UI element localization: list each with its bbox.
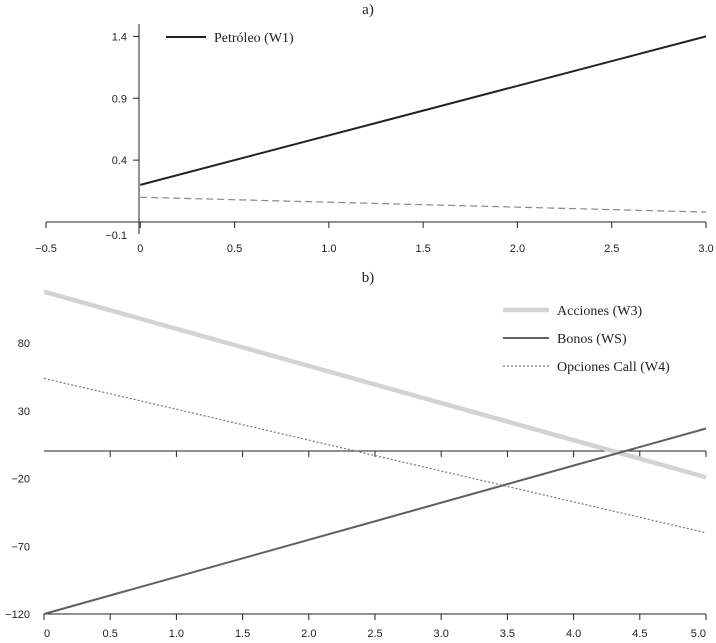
x-tick-label: 1.0: [169, 628, 184, 640]
x-tick-label: 1.0: [321, 243, 336, 255]
y-tick-label: 80: [18, 338, 30, 350]
x-tick-label: 0.5: [227, 243, 242, 255]
x-tick-label: 4.0: [566, 628, 581, 640]
panel-b-axes: 0 0.5 1.0 1.5 2.0 2.5 3.0 3.5 4.0 4.5 5.0 80 30 −20 −7…: [5, 338, 707, 640]
y-tick-label: 1.4: [112, 31, 127, 43]
panel-a-axes: −0.5 0 0.5 1.0 1.5 2.0 2.5 3.0 1.4 0.9 0.4 −0.1: [35, 24, 714, 255]
panel-b-legend: Acciones (W3) Bonos (WS) Opciones Call (W4…: [503, 304, 670, 375]
x-tick-label: 0: [137, 243, 143, 255]
x-tick-label: 1.5: [415, 243, 430, 255]
y-tick-label: 0.4: [112, 155, 127, 167]
x-tick-label: 3.0: [434, 628, 449, 640]
series-line-bonos: [43, 427, 707, 615]
panel-a-series: [140, 35, 707, 213]
x-tick-label: 3.0: [698, 243, 713, 255]
legend-label: Opciones Call (W4): [557, 360, 670, 375]
y-tick-label: 0.9: [112, 93, 127, 105]
series-line-dashed: [140, 196, 707, 213]
x-tick-label: 0.5: [103, 628, 118, 640]
x-tick-label: −0.5: [35, 243, 57, 255]
x-tick-label: 3.5: [500, 628, 515, 640]
series-line-petroleo: [140, 35, 707, 186]
legend-label: Acciones (W3): [557, 304, 642, 319]
x-tick-label: 2.5: [604, 243, 619, 255]
y-tick-label: −0.1: [105, 230, 127, 242]
series-line-opciones-call: [43, 377, 707, 534]
panel-b: b) 0 0.5 1.0 1.5 2.0 2.5 3.0 3.5 4.0 4.5 5.0 80 30 −2…: [5, 270, 707, 640]
y-tick-label: −120: [5, 609, 30, 621]
x-tick-label: 2.5: [367, 628, 382, 640]
x-tick-label: 5.0: [691, 628, 706, 640]
panel-a-legend: Petróleo (W1): [166, 31, 294, 46]
series-line-acciones: [43, 289, 707, 480]
y-tick-label: 30: [18, 406, 30, 418]
panel-b-series: [43, 289, 707, 615]
panel-a-label: a): [362, 2, 374, 18]
legend-label: Bonos (WS): [557, 332, 627, 347]
y-tick-label: −20: [11, 474, 30, 486]
y-tick-label: −70: [11, 541, 30, 553]
panel-b-label: b): [362, 270, 375, 286]
legend-label: Petróleo (W1): [214, 31, 294, 46]
x-tick-label: 2.0: [301, 628, 316, 640]
x-tick-label: 1.5: [235, 628, 250, 640]
x-tick-label: 2.0: [510, 243, 525, 255]
x-tick-label: 4.5: [632, 628, 647, 640]
x-tick-label: 0: [44, 628, 50, 640]
panel-a: a) −0.5 0 0.5 1.0 1.5 2.0 2.5 3.01.40.90.4−0.1 …: [35, 2, 714, 255]
